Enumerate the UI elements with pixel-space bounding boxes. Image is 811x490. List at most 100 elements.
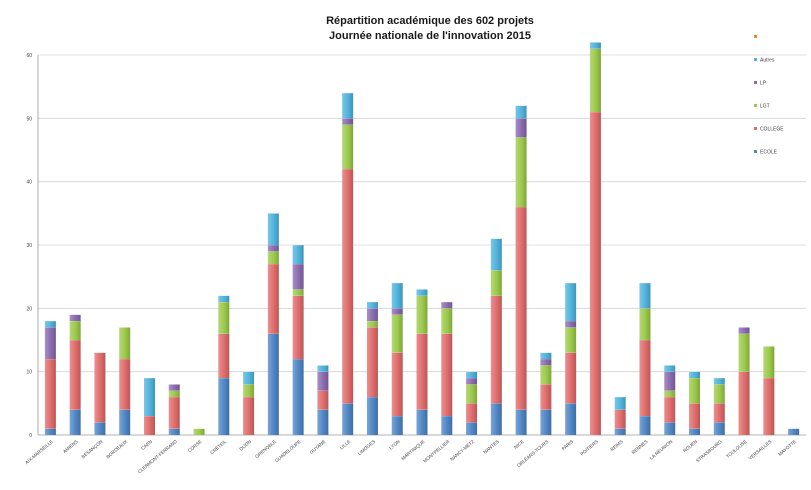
bar-segment-lp <box>441 302 453 309</box>
bar-segment-lgt <box>689 378 701 404</box>
bar-segment-college <box>267 264 279 334</box>
bar-segment-ecole <box>168 428 180 435</box>
x-tick-label: MONTPELLIER <box>422 438 451 463</box>
bar-segment-autres <box>565 283 577 321</box>
bar-segment-autres <box>218 295 230 302</box>
bar-segment-lgt <box>466 384 478 404</box>
bar-segment-lp <box>391 308 403 315</box>
bar-segment-lp <box>168 384 180 391</box>
bar-segment-lp <box>366 308 378 321</box>
bar-segment-ecole <box>218 378 230 435</box>
legend-marker <box>754 35 757 38</box>
bar-segment-college <box>515 207 527 410</box>
bar-segment-lp <box>515 118 527 138</box>
bar-segment-lgt <box>267 251 279 264</box>
bar-segment-autres <box>243 371 255 385</box>
bar-segment-lp <box>565 321 577 328</box>
x-tick-label: DIJON <box>238 439 252 452</box>
x-tick-label: CAEN <box>140 439 153 451</box>
legend-label: Autres <box>760 58 775 64</box>
bar-segment-college <box>218 333 230 378</box>
bar-segment-lgt <box>763 346 775 378</box>
bar-segment-autres <box>44 321 56 328</box>
bar-segment-college <box>44 359 56 429</box>
bar-segment-autres <box>639 283 651 309</box>
bar-segment-autres <box>490 238 502 271</box>
bar-segment-lgt <box>565 327 577 353</box>
legend-marker <box>754 127 757 130</box>
bar-segment-autres <box>342 93 354 119</box>
bar-segment-lgt <box>366 321 378 328</box>
bar-segment-ecole <box>391 416 403 435</box>
bar-segment-lp <box>738 327 750 334</box>
bar-segment-lgt <box>342 124 354 169</box>
bar-segment-lgt <box>589 48 601 112</box>
bar-segment-college <box>540 384 552 410</box>
bar-segment-lgt <box>218 302 230 334</box>
bar-segment-lgt <box>664 390 676 397</box>
bar-segment-autres <box>466 371 478 378</box>
bar-segment-college <box>292 295 304 359</box>
x-tick-label: TOULOUSE <box>725 439 748 459</box>
bar-segment-autres <box>540 352 552 359</box>
bar-segment-autres <box>391 283 403 309</box>
x-tick-label: MARTINIQUE <box>400 439 425 461</box>
bar-segment-lp <box>342 118 354 125</box>
x-tick-label: LYON <box>388 439 401 451</box>
bar-segment-lgt <box>168 390 180 397</box>
bar-segment-ecole <box>119 409 131 435</box>
bar-segment-college <box>441 333 453 416</box>
bar-segment-lp <box>267 245 279 252</box>
legend-marker <box>754 58 757 61</box>
bar-segment-college <box>94 352 106 423</box>
legend-marker <box>754 81 757 84</box>
x-tick-label: LILLE <box>339 439 351 451</box>
x-tick-label: BORDEAUX <box>105 439 128 459</box>
x-tick-label: POITIERS <box>579 439 599 457</box>
x-tick-label: GUADELOUPE <box>274 439 302 463</box>
bar-segment-lp <box>540 359 552 366</box>
bar-segment-autres <box>143 378 155 416</box>
x-tick-label: BESANÇON <box>81 439 104 459</box>
bar-segment-lgt <box>639 308 651 340</box>
bar-segment-ecole <box>416 409 428 435</box>
y-tick-label: 50 <box>26 116 32 122</box>
bar-segment-lgt <box>540 365 552 385</box>
bar-segment-college <box>614 409 626 429</box>
bar-segment-ecole <box>689 428 701 435</box>
bar-segment-college <box>416 333 428 410</box>
bar-segment-lp <box>69 314 81 321</box>
y-tick-label: 30 <box>26 243 32 249</box>
bar-segment-autres <box>317 365 329 372</box>
x-tick-label: AMIENS <box>62 439 79 454</box>
bar-segment-lgt <box>515 137 527 207</box>
bar-segment-ecole <box>614 428 626 435</box>
chart-title-line-1: Répartition académique des 602 projets <box>326 15 534 27</box>
y-tick-label: 20 <box>26 306 32 312</box>
bar-segment-college <box>466 403 478 423</box>
bar-segment-college <box>119 359 131 410</box>
bar-segment-college <box>713 403 725 423</box>
bar-segment-college <box>639 340 651 416</box>
x-tick-label: REIMS <box>609 439 623 452</box>
bar-segment-college <box>490 295 502 404</box>
bar-segment-college <box>243 397 255 435</box>
bar-segment-lp <box>292 264 304 290</box>
x-tick-label: CRÉTEIL <box>209 438 228 455</box>
bar-segment-ecole <box>713 422 725 435</box>
bar-segment-ecole <box>565 403 577 435</box>
bar-segment-ecole <box>366 397 378 435</box>
y-tick-label: 0 <box>29 433 32 439</box>
bar-segment-college <box>366 327 378 397</box>
bar-segment-autres <box>713 378 725 385</box>
bar-segment-lgt <box>490 270 502 296</box>
bar-segment-ecole <box>515 409 527 435</box>
x-tick-label: RENNES <box>631 439 649 455</box>
legend-label: COLLEGE <box>760 127 784 133</box>
x-tick-label: ROUEN <box>682 439 698 453</box>
bar-segment-ecole <box>788 428 800 435</box>
bar-segment-lgt <box>193 428 205 435</box>
chart-title-line-2: Journée nationale de l'innovation 2015 <box>329 30 531 42</box>
